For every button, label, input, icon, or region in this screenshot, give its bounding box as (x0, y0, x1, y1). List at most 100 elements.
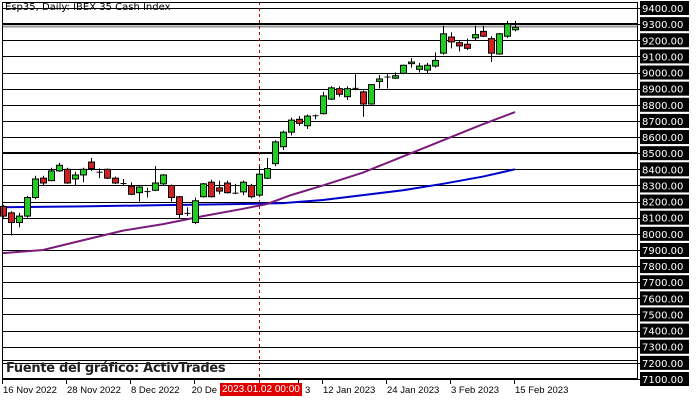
time-label: 12 Jan 2023 (323, 385, 375, 396)
candle-body (64, 168, 71, 184)
candles (0, 20, 519, 236)
price-label: 7800.00 (642, 262, 683, 273)
candle-body (80, 168, 87, 176)
candle-body (200, 183, 207, 198)
time-label: 20 De (192, 385, 217, 396)
price-label-bg (640, 113, 689, 128)
candle-body (136, 186, 143, 194)
price-label: 7500.00 (642, 310, 683, 321)
candle-body (48, 170, 55, 182)
candle-body (232, 192, 239, 194)
candle-body (16, 215, 23, 224)
price-label: 7100.00 (642, 375, 683, 386)
time-label: 8 Dec 2022 (131, 385, 180, 396)
candle-body (296, 118, 303, 124)
price-label-bg (640, 226, 689, 241)
price-label-bg (640, 146, 689, 161)
price-label: 9300.00 (642, 20, 683, 31)
price-label: 8900.00 (642, 85, 683, 96)
candle-body (240, 181, 247, 193)
candle-body (496, 33, 503, 55)
price-label: 8200.00 (642, 198, 683, 209)
chart-frame (2, 2, 638, 380)
candle-body (304, 115, 311, 127)
candle-body (96, 171, 103, 173)
price-label-bg (640, 259, 689, 274)
source-label: Fuente del gráfico: ActivTrades (6, 361, 226, 376)
candle-body (280, 131, 287, 148)
time-label: 16 Nov 2022 (3, 385, 57, 396)
candle-body (392, 75, 399, 79)
candle-body (432, 59, 439, 67)
candle-body (8, 212, 15, 224)
candle-body (416, 65, 423, 70)
price-label-bg (640, 194, 689, 209)
candle-body (424, 64, 431, 71)
price-label: 7400.00 (642, 327, 683, 338)
price-label: 9000.00 (642, 69, 683, 80)
candle-body (456, 42, 463, 47)
ma-fast-line (2, 168, 516, 209)
time-axis: 16 Nov 2022 28 Nov 2022 8 Dec 2022 20 De 3 12… (2, 2, 568, 396)
price-label: 7600.00 (642, 294, 683, 305)
price-label-bg (640, 339, 689, 354)
candle-body (248, 184, 255, 198)
candle-body (272, 141, 279, 165)
moving-averages (2, 111, 516, 255)
price-label: 8400.00 (642, 165, 683, 176)
candle-body (32, 178, 39, 199)
candle-body (312, 115, 319, 117)
price-label-bg (640, 65, 689, 80)
price-label-bg (640, 242, 689, 257)
candle-body (40, 177, 47, 184)
price-label-bg (640, 210, 689, 225)
candle-body (512, 26, 519, 31)
price-label: 9400.00 (642, 4, 683, 15)
candle-body (0, 205, 7, 217)
candle-body (152, 182, 159, 191)
price-label: 7900.00 (642, 246, 683, 257)
candle-body (448, 36, 455, 43)
price-label-bg (640, 1, 689, 15)
price-label-bg (640, 372, 689, 386)
candle-body (288, 119, 295, 133)
candle-body (352, 87, 359, 89)
candle-body (104, 168, 111, 179)
price-label: 7700.00 (642, 278, 683, 289)
candle-body (112, 177, 119, 184)
candle-body (488, 38, 495, 54)
price-label-bg (640, 49, 689, 64)
candle-body (192, 200, 199, 224)
candle-body (264, 167, 271, 179)
candle-body (120, 183, 127, 185)
price-label: 9200.00 (642, 36, 683, 47)
candle-body (176, 196, 183, 215)
candle-body (224, 182, 231, 194)
price-label-bg (640, 81, 689, 96)
candle-body (208, 181, 215, 198)
candle-body (360, 91, 367, 105)
candle-body (344, 88, 351, 98)
candle-body (72, 174, 79, 180)
candle-body (216, 187, 223, 192)
price-label-bg (640, 355, 689, 370)
price-label: 8100.00 (642, 214, 683, 225)
price-label: 8300.00 (642, 181, 683, 192)
candle-body (384, 76, 391, 78)
price-label-bg (640, 275, 689, 290)
candle-body (368, 84, 375, 105)
candle-body (320, 95, 327, 115)
candle-body (504, 23, 511, 37)
price-label-bg (640, 130, 689, 145)
candle-body (160, 174, 167, 185)
candle-body (472, 34, 479, 39)
price-label-bg (640, 33, 689, 48)
candle-body (376, 78, 383, 82)
candle-body (408, 61, 415, 65)
price-label: 8000.00 (642, 230, 683, 241)
price-label: 8800.00 (642, 101, 683, 112)
price-label: 8500.00 (642, 149, 683, 160)
price-label: 8700.00 (642, 117, 683, 128)
candle-body (128, 185, 135, 195)
